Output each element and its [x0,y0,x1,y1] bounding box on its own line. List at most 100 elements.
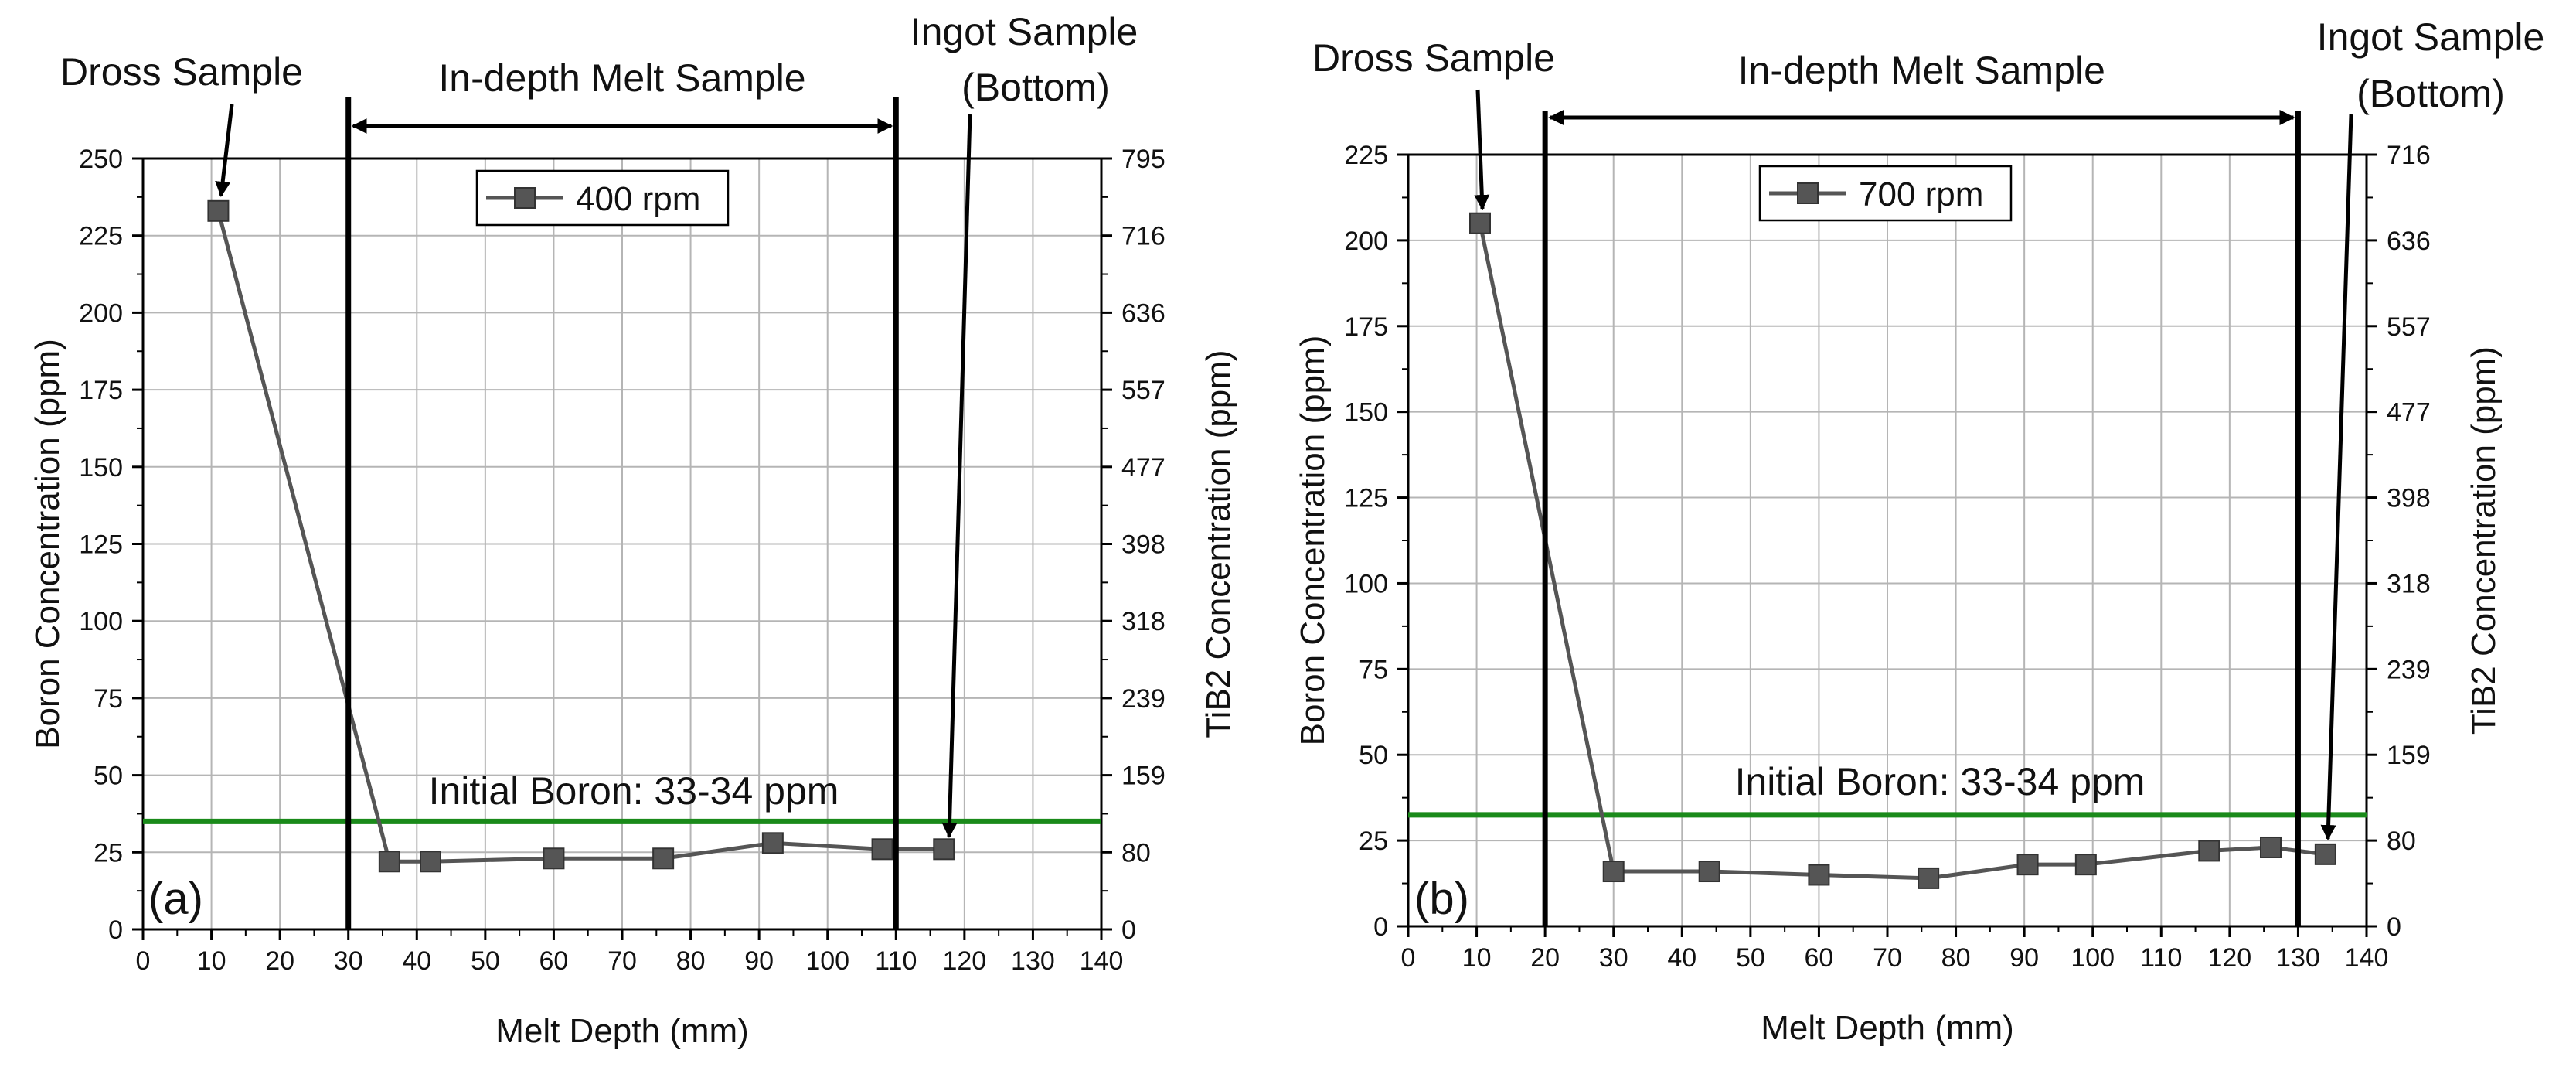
dross-sample-arrow [215,104,234,197]
x-tick-label: 50 [471,946,500,976]
x-tick-label: 100 [805,946,849,976]
y2-tick-label: 318 [2387,569,2431,598]
y-tick-label: 150 [1344,398,1388,428]
y-tick-label: 225 [1344,141,1388,170]
data-point [652,847,675,870]
legend-label: 700 rpm [1859,176,1983,213]
x-tick-label: 80 [1941,943,1971,973]
y-tick-label: 50 [94,762,123,791]
data-point [543,847,565,870]
y-tick-label: 25 [1359,827,1388,856]
ingot-sample-arrow [2320,114,2353,840]
data-point [761,832,784,854]
y2-tick-label: 716 [1121,222,1165,251]
y2-tick-label: 239 [2387,655,2431,684]
series-line [216,210,944,864]
y-tick-label: 250 [79,145,123,174]
y-tick-label: 225 [79,222,123,251]
y-tick-label: 200 [1344,227,1388,256]
panel-label: (a) [148,874,203,924]
y-tick-label: 0 [108,915,123,945]
ingot-bottom-label: (Bottom) [961,66,1110,109]
x-tick-label: 30 [1599,943,1628,973]
y2-tick-label: 557 [2387,312,2431,342]
y2-tick-label: 477 [1121,453,1165,482]
y-axis-title: Boron Concentration (ppm) [29,339,66,749]
x-tick-label: 90 [744,946,774,976]
x-tick-label: 120 [2207,943,2251,973]
y-tick-label: 125 [79,530,123,560]
dross-sample-arrow [1474,89,1490,210]
x-tick-label: 20 [1530,943,1560,973]
y-tick-label: 200 [79,298,123,328]
y2-tick-label: 80 [2387,827,2416,856]
data-point [2016,854,2039,876]
legend-marker [514,187,536,209]
y-tick-label: 75 [1359,655,1388,684]
y-axis-title: Boron Concentration (ppm) [1294,336,1332,746]
x-tick-label: 40 [1667,943,1696,973]
y-tick-label: 75 [94,684,123,714]
y-tick-label: 25 [94,838,123,868]
x-tick-label: 130 [1011,946,1055,976]
y-tick-label: 0 [1373,912,1388,942]
y2-axis-title: TiB2 Concentration (ppm) [2465,346,2503,735]
x-axis-title: Melt Depth (mm) [495,1012,749,1050]
y-tick-label: 175 [1344,312,1388,342]
x-tick-label: 40 [402,946,431,976]
region-label: In-depth Melt Sample [438,56,805,100]
data-point [1808,864,1830,886]
x-tick-label: 30 [334,946,363,976]
y-tick-label: 100 [79,607,123,636]
y2-tick-label: 557 [1121,376,1165,405]
y2-tick-label: 0 [2387,912,2401,942]
data-point [2198,840,2220,862]
x-axis-title: Melt Depth (mm) [1761,1009,2014,1047]
x-tick-label: 100 [2071,943,2115,973]
y2-tick-label: 398 [1121,530,1165,560]
data-point [1602,861,1625,883]
x-tick-label: 70 [1873,943,1902,973]
dross-sample-label: Dross Sample [1312,36,1555,80]
x-tick-label: 60 [539,946,569,976]
y-tick-label: 50 [1359,741,1388,770]
chart-panel-2: 0 10 20 30 40 50 60 70 80 90 100 110 120 130 140025507… [1294,15,2544,1047]
x-tick-label: 140 [2345,943,2389,973]
data-point [420,851,441,873]
data-point [1469,212,1491,234]
x-tick-label: 0 [1401,943,1416,973]
reference-line-label: Initial Boron: 33-34 ppm [1735,760,2146,803]
y-tick-label: 100 [1344,569,1388,598]
y2-tick-label: 477 [2387,398,2431,428]
legend-label: 400 rpm [576,180,700,218]
series-line [1478,223,2326,881]
data-point [933,838,955,861]
y2-tick-label: 318 [1121,607,1165,636]
x-tick-label: 130 [2276,943,2320,973]
y2-tick-label: 398 [2387,484,2431,513]
y2-tick-label: 0 [1121,915,1136,945]
y2-tick-label: 159 [1121,762,1165,791]
legend-marker [1797,182,1819,204]
data-point [871,838,893,861]
x-tick-label: 140 [1080,946,1124,976]
x-tick-label: 70 [607,946,637,976]
chart-panel-1: 0 10 20 30 40 50 60 70 80 90 100 110 120 130 140025507… [29,10,1237,1050]
x-tick-label: 110 [875,946,917,976]
x-tick-label: 20 [265,946,294,976]
data-point [2074,854,2097,876]
dross-sample-label: Dross Sample [60,50,303,94]
x-tick-label: 110 [2140,943,2182,973]
data-point [378,851,400,873]
ingot-bottom-label: (Bottom) [2357,72,2505,115]
x-tick-label: 120 [942,946,986,976]
y2-tick-label: 716 [2387,141,2431,170]
y2-tick-label: 159 [2387,741,2431,770]
x-tick-label: 60 [1805,943,1834,973]
y-tick-label: 175 [79,376,123,405]
data-point [2260,836,2282,858]
x-tick-label: 0 [136,946,151,976]
reference-line-label: Initial Boron: 33-34 ppm [429,769,839,813]
y2-axis-title: TiB2 Concentration (ppm) [1200,349,1237,738]
